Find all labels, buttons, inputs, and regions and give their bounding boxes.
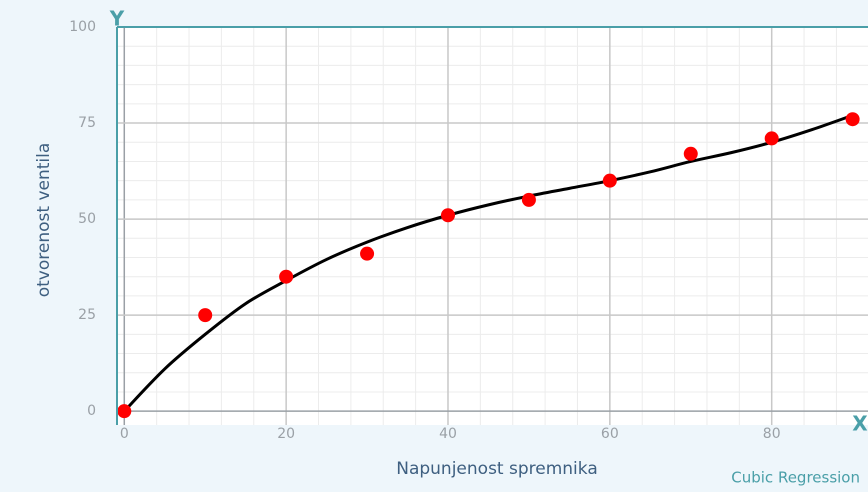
data-point bbox=[198, 308, 213, 323]
x-axis-label: Napunjenost spremnika bbox=[396, 459, 598, 479]
marks bbox=[117, 112, 860, 419]
data-point bbox=[683, 146, 698, 161]
y-axis-label: otvorenost ventila bbox=[34, 143, 54, 298]
y-axis-icon: Y bbox=[109, 7, 125, 31]
x-axis-icon: X bbox=[852, 412, 868, 436]
x-tick-label: 80 bbox=[763, 426, 781, 442]
annotation: Cubic Regression bbox=[731, 469, 860, 487]
y-tick-label: 75 bbox=[78, 115, 96, 131]
data-point bbox=[521, 192, 536, 207]
y-tick-label: 100 bbox=[69, 19, 96, 35]
x-tick-label: 0 bbox=[120, 426, 129, 442]
y-tick-label: 0 bbox=[87, 403, 96, 419]
data-point bbox=[845, 112, 860, 127]
y-tick-label: 25 bbox=[78, 307, 96, 323]
x-tick-label: 40 bbox=[439, 426, 457, 442]
data-point bbox=[279, 269, 294, 284]
x-tick-label: 60 bbox=[601, 426, 619, 442]
data-point bbox=[360, 246, 375, 261]
plot-area bbox=[117, 27, 868, 425]
data-point bbox=[764, 131, 779, 146]
y-tick-label: 50 bbox=[78, 211, 96, 227]
x-tick-label: 20 bbox=[277, 426, 295, 442]
data-point bbox=[602, 173, 617, 188]
data-point bbox=[440, 208, 455, 223]
fit-curve bbox=[123, 113, 854, 413]
data-point bbox=[117, 404, 132, 419]
